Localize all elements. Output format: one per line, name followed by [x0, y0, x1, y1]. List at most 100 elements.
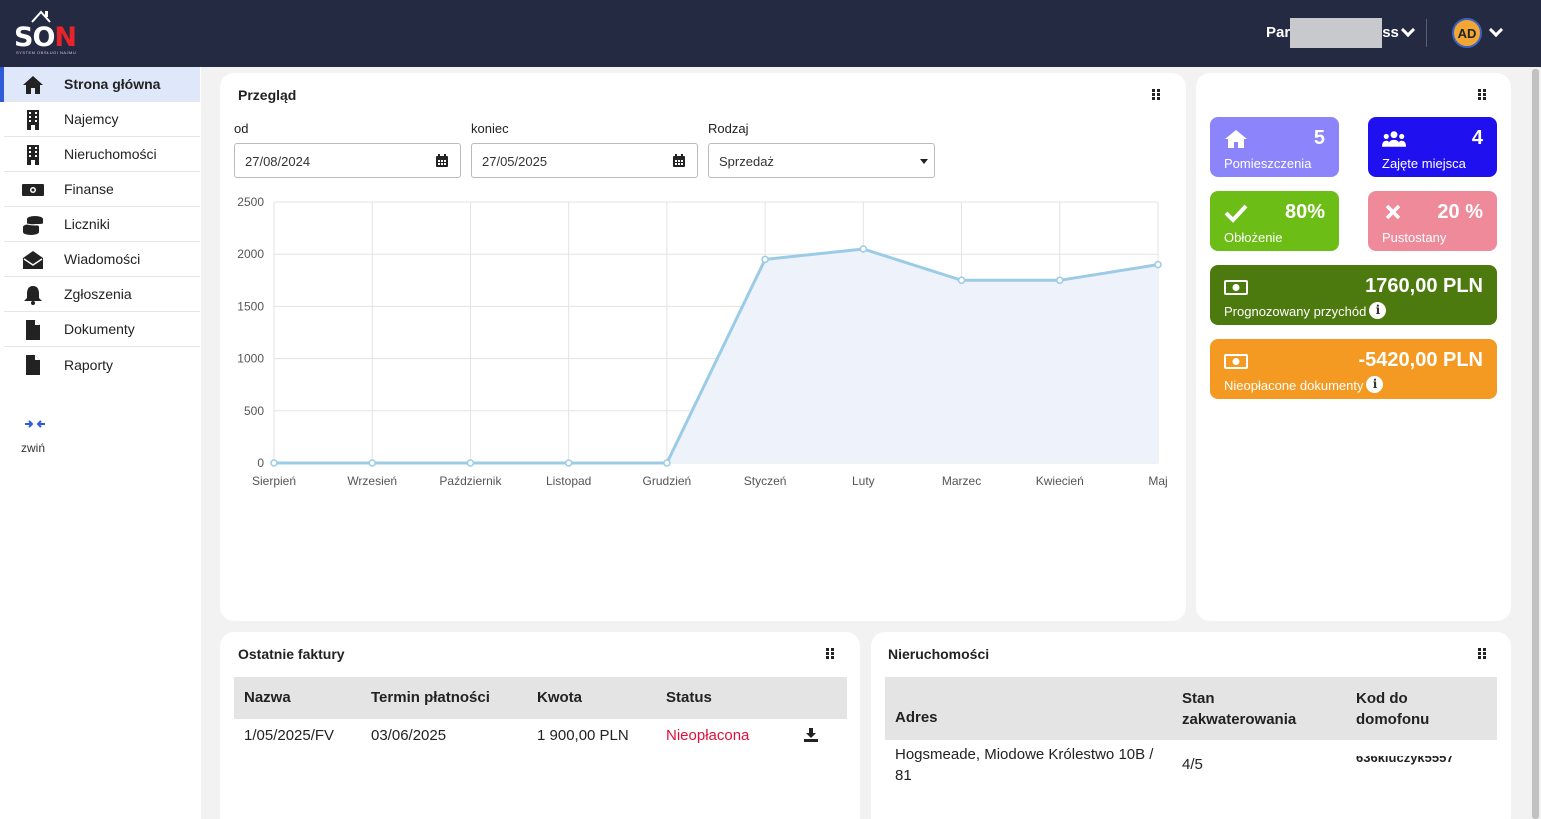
invoices-card: Ostatnie faktury Nazwa Termin płatności …: [220, 632, 860, 819]
x-tick-label: Listopad: [546, 474, 591, 488]
envelope-open-icon: [23, 251, 43, 269]
type-label: Rodzaj: [708, 121, 749, 136]
vacancy-value: 20 %: [1437, 201, 1483, 223]
series-line: [274, 247, 1159, 465]
money-icon: [22, 184, 44, 196]
status-badge: Nieopłacona: [666, 727, 750, 744]
vacancy-label: Pustostany: [1382, 230, 1447, 245]
sidebar-item-home[interactable]: Strona główna: [0, 67, 200, 102]
date-to-value: 27/05/2025: [482, 154, 548, 169]
calendar-icon[interactable]: [436, 154, 448, 167]
data-point: [466, 459, 475, 467]
property-occupancy: 4/5: [1182, 756, 1203, 773]
dropdown-caret-icon: [920, 159, 928, 164]
column-header[interactable]: Adres: [895, 709, 938, 726]
sidebar-item-messages[interactable]: Wiadomości: [4, 242, 200, 277]
data-point: [270, 459, 278, 467]
scrollbar-thumb[interactable]: [1532, 69, 1539, 819]
sidebar: Strona główna Najemcy Nieruchomości Fina…: [0, 67, 201, 819]
rooms-tile[interactable]: 5 Pomieszczenia: [1210, 117, 1339, 177]
sidebar-item-reports[interactable]: Raporty: [4, 347, 200, 382]
column-header[interactable]: Kwota: [537, 689, 582, 706]
table-row[interactable]: 1/05/2025/FV 03/06/2025 1 900,00 PLN Nie…: [234, 719, 847, 755]
coins-icon: [23, 216, 44, 235]
sidebar-item-label: Dokumenty: [64, 321, 135, 337]
drag-handle-icon[interactable]: [826, 648, 834, 660]
sidebar-item-properties[interactable]: Nieruchomości: [4, 137, 200, 172]
sidebar-item-label: Strona główna: [64, 76, 161, 92]
user-name[interactable]: Par ss: [1266, 24, 1399, 41]
sidebar-item-meters[interactable]: Liczniki: [4, 207, 200, 242]
file-icon: [26, 355, 40, 375]
sidebar-item-tickets[interactable]: Zgłoszenia: [4, 277, 200, 312]
sidebar-item-finance[interactable]: Finanse: [4, 172, 200, 207]
date-from-input[interactable]: 27/08/2024: [234, 143, 461, 178]
divider: [1426, 19, 1427, 47]
x-tick-label: Wrzesień: [347, 474, 397, 488]
x-tick-label: Grudzień: [643, 474, 692, 488]
calendar-icon[interactable]: [673, 154, 685, 167]
data-point: [663, 459, 671, 467]
forecast-label: Prognozowany przychód: [1224, 304, 1367, 319]
invoice-amount: 1 900,00 PLN: [537, 727, 629, 744]
column-header[interactable]: Nazwa: [244, 689, 291, 706]
chevron-down-icon[interactable]: [1488, 22, 1504, 38]
invoice-name[interactable]: 1/05/2025/FV: [244, 727, 335, 744]
type-select[interactable]: Sprzedaż: [708, 143, 935, 178]
column-header[interactable]: Kod do domofonu: [1356, 690, 1430, 728]
sidebar-item-label: Najemcy: [64, 111, 119, 127]
x-tick-label: Październik: [439, 474, 502, 488]
from-label: od: [234, 121, 249, 136]
property-address[interactable]: Hogsmeade, Miodowe Królestwo 10B / 81: [895, 746, 1154, 784]
column-header[interactable]: Termin płatności: [371, 689, 490, 706]
info-icon[interactable]: i: [1366, 376, 1384, 393]
y-tick-label: 2000: [237, 247, 264, 261]
app-logo[interactable]: SON SYSTEM OBSŁUGI NAJMU: [12, 10, 77, 58]
table-header: Nazwa Termin płatności Kwota Status: [234, 677, 847, 719]
to-label: koniec: [471, 121, 509, 136]
x-tick-label: Styczeń: [744, 474, 787, 488]
sidebar-item-label: Finanse: [64, 181, 114, 197]
x-tick-label: Kwiecień: [1036, 474, 1084, 488]
money-icon: [1224, 280, 1248, 295]
chevron-down-icon[interactable]: [1400, 22, 1416, 38]
drag-handle-icon[interactable]: [1152, 89, 1160, 101]
close-icon: [1385, 204, 1401, 220]
occupied-tile[interactable]: 4 Zajęte miejsca: [1368, 117, 1497, 177]
table-header: Adres Stan zakwaterowania Kod do domofon…: [885, 677, 1497, 740]
sidebar-item-documents[interactable]: Dokumenty: [4, 312, 200, 347]
forecast-tile[interactable]: 1760,00 PLN Prognozowany przychód i: [1210, 265, 1497, 325]
building-icon: [27, 110, 39, 130]
occupied-value: 4: [1471, 127, 1483, 149]
collapse-label[interactable]: zwiń: [21, 441, 46, 455]
sidebar-item-tenants[interactable]: Najemcy: [4, 102, 200, 137]
info-icon[interactable]: i: [1369, 302, 1387, 319]
users-icon: [1382, 131, 1406, 147]
unpaid-label: Nieopłacone dokumenty: [1224, 378, 1364, 393]
occupancy-tile[interactable]: 80% Obłożenie: [1210, 191, 1339, 251]
column-header[interactable]: Status: [666, 689, 712, 706]
date-to-input[interactable]: 27/05/2025: [471, 143, 698, 178]
unpaid-label-row: Nieopłacone dokumenty i: [1224, 376, 1384, 393]
occupied-label: Zajęte miejsca: [1382, 156, 1466, 171]
collapse-icon[interactable]: [24, 419, 46, 429]
table-row[interactable]: Hogsmeade, Miodowe Królestwo 10B / 81 4/…: [885, 740, 1497, 790]
x-tick-label: Luty: [852, 474, 875, 488]
avatar[interactable]: AD: [1452, 18, 1482, 48]
scrollbar[interactable]: [1530, 67, 1541, 819]
download-icon[interactable]: [804, 728, 818, 742]
y-tick-label: 500: [244, 404, 264, 418]
x-tick-label: Maj: [1148, 474, 1167, 488]
drag-handle-icon[interactable]: [1478, 89, 1486, 101]
drag-handle-icon[interactable]: [1478, 648, 1486, 660]
series-area: [274, 248, 1158, 463]
unpaid-tile[interactable]: -5420,00 PLN Nieopłacone dokumenty i: [1210, 339, 1497, 399]
data-point: [761, 255, 769, 264]
y-tick-label: 1500: [237, 299, 264, 313]
properties-card: Nieruchomości Adres Stan zakwaterowania …: [871, 632, 1511, 819]
user-name-redaction: [1290, 18, 1382, 48]
column-header[interactable]: Stan zakwaterowania: [1182, 690, 1297, 728]
invoice-due: 03/06/2025: [371, 727, 447, 744]
vacancy-tile[interactable]: 20 % Pustostany: [1368, 191, 1497, 251]
bell-icon: [24, 286, 42, 305]
